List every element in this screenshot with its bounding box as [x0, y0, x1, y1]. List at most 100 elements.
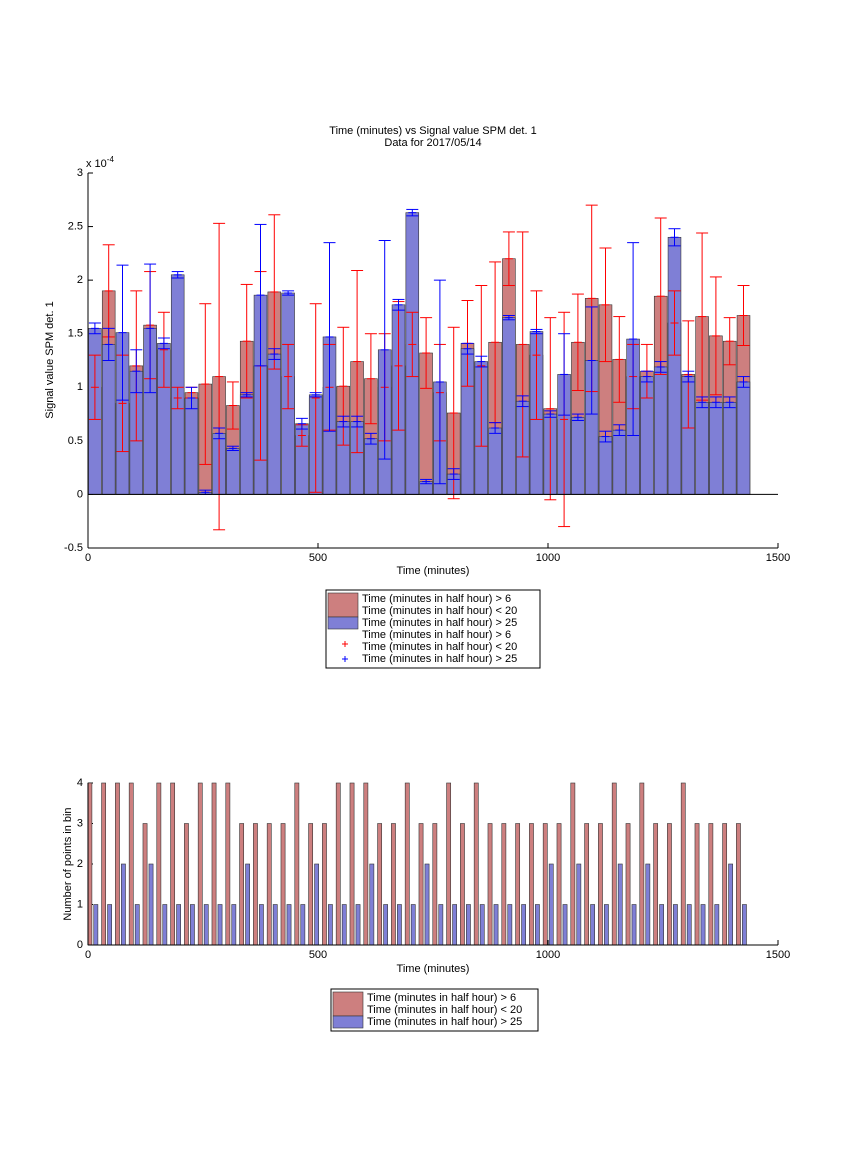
- bar: [184, 823, 189, 946]
- bar: [667, 823, 672, 946]
- bar: [314, 863, 319, 946]
- bar: [722, 401, 737, 495]
- bar: [700, 904, 706, 946]
- x-tick-label: 1500: [766, 552, 790, 564]
- bar: [673, 904, 678, 946]
- bar: [570, 782, 576, 946]
- bar: [556, 823, 562, 946]
- bar: [714, 904, 720, 946]
- bar: [190, 904, 195, 946]
- bar: [391, 823, 396, 946]
- legend-label: Time (minutes in half hour) > 25: [362, 653, 517, 665]
- bar: [162, 904, 168, 946]
- bar: [502, 317, 516, 495]
- x-axis-label: Time (minutes): [397, 565, 470, 577]
- x-tick-label: 500: [309, 949, 327, 961]
- legend-label: Time (minutes in half hour) < 20: [362, 605, 517, 617]
- bar: [308, 823, 314, 946]
- bar: [488, 427, 502, 495]
- bar: [446, 782, 452, 946]
- y-axis-label: Signal value SPM det. 1: [44, 301, 56, 418]
- bar: [341, 904, 347, 946]
- legend-label: Time (minutes in half hour) < 20: [367, 1004, 522, 1016]
- bar: [226, 448, 240, 495]
- bar: [369, 863, 375, 946]
- bar: [217, 904, 223, 946]
- bar: [653, 823, 659, 946]
- bar: [239, 394, 254, 495]
- multiplier-base: x 10: [86, 158, 107, 170]
- bar: [709, 401, 723, 495]
- y-tick-label: 3: [77, 167, 83, 179]
- bar: [410, 904, 416, 946]
- y-tick-label: -0.5: [64, 542, 83, 554]
- y-tick-label: 1: [77, 381, 83, 393]
- legend-label: Time (minutes in half hour) > 6: [367, 992, 516, 1004]
- bar: [667, 236, 682, 495]
- bar: [170, 782, 176, 946]
- bar: [722, 823, 728, 946]
- legend-swatch: [332, 991, 364, 1017]
- bar: [197, 782, 203, 946]
- bar: [432, 823, 438, 946]
- bar: [335, 782, 341, 946]
- bar: [280, 823, 286, 946]
- bar: [631, 904, 637, 946]
- bar: [101, 782, 107, 946]
- bar: [617, 863, 623, 946]
- bar: [529, 823, 534, 946]
- bar: [694, 823, 700, 946]
- bar: [438, 904, 444, 946]
- bar: [107, 904, 112, 946]
- bar: [404, 782, 410, 946]
- legend-box: [325, 589, 541, 669]
- bar: [397, 904, 402, 946]
- bar: [383, 904, 388, 946]
- bar: [121, 863, 126, 946]
- bar: [479, 904, 485, 946]
- bar: [736, 381, 751, 495]
- bar: [653, 366, 668, 495]
- bar: [680, 782, 686, 946]
- bar: [156, 782, 162, 946]
- bar: [355, 904, 361, 946]
- bar: [686, 904, 692, 946]
- legend-label: Time (minutes in half hour) > 6: [362, 629, 511, 641]
- bar: [364, 438, 378, 495]
- legend-label: Time (minutes in half hour) > 25: [362, 617, 517, 629]
- bar: [142, 823, 148, 946]
- bar: [598, 823, 603, 946]
- bar: [93, 904, 99, 946]
- bar: [322, 823, 327, 946]
- bar: [493, 904, 499, 946]
- bar: [515, 823, 521, 946]
- bar: [473, 782, 479, 946]
- bar: [170, 274, 185, 495]
- bar: [266, 823, 272, 946]
- bar: [535, 904, 540, 946]
- bar: [101, 344, 116, 495]
- bar: [645, 863, 651, 946]
- legend-swatch: [327, 616, 359, 630]
- bar: [571, 416, 585, 495]
- bar: [611, 782, 617, 946]
- legend-box: [330, 988, 539, 1032]
- legend-label: Time (minutes in half hour) > 6: [362, 593, 511, 605]
- bar: [203, 904, 209, 946]
- y-tick-label: 4: [77, 777, 83, 789]
- bar: [728, 863, 733, 946]
- y-tick-label: 0.5: [68, 435, 83, 447]
- x-tick-label: 0: [85, 552, 91, 564]
- bar: [231, 904, 237, 946]
- bar: [239, 823, 245, 946]
- bar: [377, 823, 383, 946]
- bar: [460, 823, 465, 946]
- bar: [562, 904, 568, 946]
- bar: [424, 863, 430, 946]
- bar: [742, 904, 747, 946]
- bar: [584, 823, 590, 946]
- bar: [598, 436, 613, 495]
- bar: [625, 823, 631, 946]
- bar: [272, 904, 278, 946]
